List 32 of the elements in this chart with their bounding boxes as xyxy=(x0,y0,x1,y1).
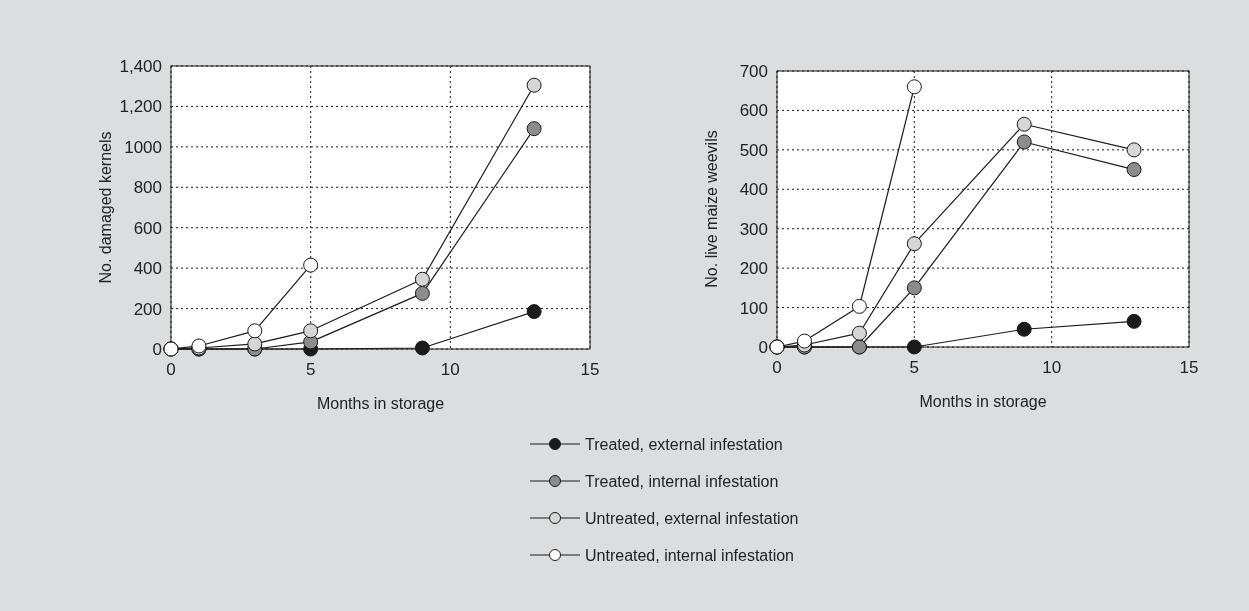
y-tick-label: 300 xyxy=(739,219,768,239)
y-tick-label: 500 xyxy=(739,140,768,160)
y-tick-label: 200 xyxy=(739,259,768,279)
x-tick-label: 5 xyxy=(909,358,920,377)
legend-label: Treated, external infestation xyxy=(585,436,783,453)
legend-label: Treated, internal infestation xyxy=(585,473,779,490)
x-tick-label: 15 xyxy=(1179,358,1199,377)
y-tick-label: 1,400 xyxy=(119,57,162,76)
y-axis-title: No. live maize weevils xyxy=(703,130,720,288)
x-tick-label: 5 xyxy=(305,360,316,379)
x-tick-label: 10 xyxy=(1042,358,1062,377)
y-tick-label: 400 xyxy=(133,259,162,279)
y-tick-label: 700 xyxy=(739,62,768,81)
x-tick-label: 0 xyxy=(772,358,782,377)
x-axis-title: Months in storage xyxy=(316,395,445,412)
y-tick-label: 800 xyxy=(133,178,162,198)
y-tick-label: 100 xyxy=(739,298,768,318)
x-tick-label: 0 xyxy=(166,360,176,379)
y-tick-label: 400 xyxy=(739,180,768,200)
legend-label: Untreated, external infestation xyxy=(585,510,799,527)
legend-label: Untreated, internal infestation xyxy=(585,547,795,564)
y-tick-label: 0 xyxy=(758,338,768,357)
y-tick-label: 1000 xyxy=(124,137,162,157)
y-tick-label: 600 xyxy=(739,101,768,121)
y-tick-label: 200 xyxy=(133,299,162,319)
x-tick-label: 15 xyxy=(580,360,600,379)
y-axis-title: No. damaged kernels xyxy=(97,131,114,284)
y-tick-label: 600 xyxy=(133,218,162,238)
y-tick-label: 0 xyxy=(152,340,162,359)
x-axis-title: Months in storage xyxy=(919,393,1047,410)
y-tick-label: 1,200 xyxy=(119,97,162,117)
x-tick-label: 10 xyxy=(440,360,460,379)
